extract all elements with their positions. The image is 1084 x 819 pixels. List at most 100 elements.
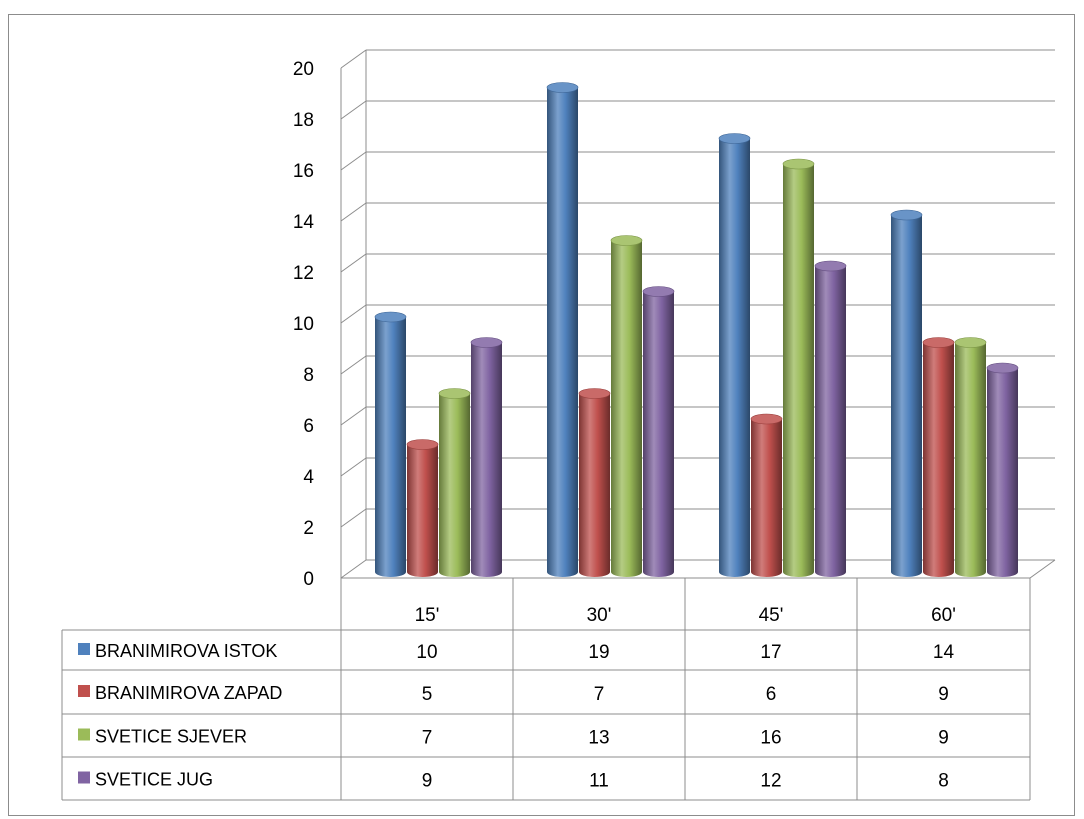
bar-body [751,419,782,577]
bar [406,439,439,577]
bar [438,388,471,577]
legend-label: BRANIMIROVA ZAPAD [95,683,282,703]
y-tick-label: 16 [293,161,314,182]
gridline-depth [340,508,367,528]
bar-top [642,286,675,297]
bar-body [954,342,986,577]
data-table: 15' 30' 45' 60' BRANIMIROVA ISTOK 10 19 17 14 BRA… [61,577,1031,801]
bar [610,235,643,577]
bar-body [719,138,750,577]
data-label: 9 [422,771,433,792]
bar-top [782,158,815,170]
bar-top [718,133,751,144]
bar-body [987,368,1018,577]
bar-top [890,209,923,221]
bar [750,413,783,577]
legend-key [78,685,90,697]
data-label: 5 [422,684,433,705]
data-label: 9 [938,728,949,749]
legend-label: SVETICE SJEVER [95,727,247,747]
gridline-depth [340,406,367,426]
data-label: 16 [760,728,781,749]
gridline-depth [340,457,367,477]
y-tick-label: 0 [303,569,314,590]
data-label: 17 [760,642,781,663]
bar [922,337,955,577]
bar-body [611,240,642,577]
data-label: 10 [416,642,437,663]
bar-top [814,260,847,272]
data-label: 11 [589,771,609,792]
bar [470,337,503,577]
y-tick-label: 18 [293,110,314,131]
data-label: 8 [938,771,949,792]
bar-body [375,317,406,577]
bar-body [783,164,814,577]
bar [642,286,675,577]
bar-top [406,439,439,450]
bar-top [546,82,579,93]
legend-label: SVETICE JUG [95,770,213,790]
bar [890,209,923,577]
bar-top [922,337,955,348]
gridline-depth [340,151,367,171]
y-tick-label: 12 [293,263,314,284]
bar [546,82,579,577]
gridline-depth [340,100,367,120]
gridline-depth [340,49,367,69]
bar-top [578,388,611,399]
bar-body [890,215,922,577]
y-tick-label: 10 [293,314,314,335]
bars [374,82,1019,577]
bar-top [374,311,407,323]
x-tick-label: 60' [931,605,956,626]
data-label: 13 [588,728,609,749]
bar [374,311,407,577]
bar [718,133,751,577]
bar-top [470,337,503,348]
gridline-depth [340,559,367,579]
bar-top [750,413,783,425]
y-axis-ticks: 0 2 4 6 8 10 12 14 16 18 20 [293,59,315,590]
gridline-depth [340,202,367,222]
y-tick-label: 20 [293,59,314,80]
y-tick-label: 14 [293,212,315,233]
bar [986,362,1019,577]
data-label: 14 [933,642,955,663]
bar-top [986,362,1019,374]
data-label: 19 [588,642,609,663]
gridline-depth [340,355,367,375]
bar [954,337,987,577]
y-tick-label: 6 [303,416,314,437]
legend-key [78,728,90,741]
bar-body [579,393,610,577]
gridline-depth [340,253,367,273]
legend-key [78,643,90,655]
bar [814,260,847,577]
y-tick-label: 4 [303,467,314,488]
y-tick-label: 8 [303,365,314,386]
x-tick-label: 15' [415,605,440,626]
bar-body [407,444,438,577]
bar-body [439,393,470,577]
legend-label: BRANIMIROVA ISTOK [95,641,277,661]
bar-body [547,87,578,577]
legend-key [78,771,90,784]
bar-top [438,388,471,399]
data-label: 6 [766,684,777,705]
data-label: 12 [760,771,781,792]
y-tick-label: 2 [303,518,314,539]
data-label: 7 [594,684,605,705]
bar-top [610,235,643,246]
data-label: 9 [938,684,949,705]
bar-body [643,291,674,577]
x-tick-label: 45' [759,605,784,626]
bar [782,158,815,577]
gridline-depth [340,304,367,324]
bar [578,388,611,577]
x-tick-label: 30' [587,605,612,626]
bar-top [954,337,987,348]
data-label: 7 [422,728,433,749]
bar-body [814,266,846,577]
